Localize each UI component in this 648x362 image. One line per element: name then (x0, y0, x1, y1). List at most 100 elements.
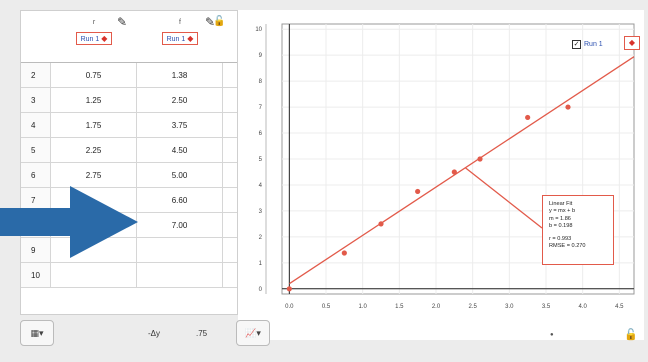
table-row[interactable]: 3 1.25 2.50 (21, 88, 237, 113)
table-row[interactable]: 5 2.25 4.50 (21, 138, 237, 163)
row-index: 9 (21, 238, 51, 262)
y-tick-label: 8 (259, 79, 263, 85)
legend-label: Run 1 (584, 41, 603, 48)
x-tick-label: 1.5 (395, 304, 404, 310)
table-row[interactable]: 4 1.75 3.75 (21, 113, 237, 138)
value-label[interactable]: .75 (196, 329, 208, 338)
x-tick-label: 4.0 (578, 304, 587, 310)
run-marker-icon: ◆ (101, 34, 108, 43)
x-tick-label: 3.0 (505, 304, 514, 310)
column-run-chip[interactable]: Run 1 ◆ (161, 32, 199, 45)
graph-options-icon: 📈 (245, 327, 257, 338)
row-index: 3 (21, 88, 51, 112)
fit-line (288, 56, 635, 285)
table-cell[interactable] (51, 238, 137, 262)
data-point (565, 104, 571, 110)
y-tick-label: 0 (259, 287, 263, 293)
table-rows: 2 0.75 1.38 3 1.25 2.50 4 1.75 3.75 5 2.25 4.50 6 2.7… (21, 63, 237, 288)
linear-fit-box[interactable]: Linear Fit y = mx + b m = 1.86 b = 0.198… (542, 195, 614, 265)
y-tick-label: 7 (259, 105, 263, 111)
table-cell[interactable]: 6.60 (137, 188, 223, 212)
x-tick-label: 0.0 (285, 304, 294, 310)
table-column-headers: r Run 1 ◆ f Run 1 ◆ ✎ ✎ (21, 11, 237, 63)
column-run-chip[interactable]: Run 1 ◆ (75, 32, 113, 45)
y-tick-label: 1 (259, 261, 263, 267)
column-header-r[interactable]: r Run 1 ◆ (51, 17, 137, 45)
data-point (525, 114, 531, 121)
table-cell[interactable]: 2.25 (51, 138, 137, 162)
run-marker-icon: ◆ (187, 34, 194, 43)
column-run-label: Run 1 (166, 36, 186, 43)
graph-panel[interactable]: 0.0 0.5 1.0 1.5 2.0 2.5 3.0 3.5 4.0 4.5 0 1 2 3 4 5 6 7 8 9… (238, 10, 644, 340)
table-cell[interactable] (51, 188, 137, 212)
table-cell[interactable]: 1.38 (137, 63, 223, 87)
legend-checkbox[interactable]: ✓ (572, 40, 581, 49)
table-cell[interactable] (51, 263, 137, 287)
data-point (415, 188, 421, 195)
x-tick-label: 0.5 (322, 304, 331, 310)
y-tick-label: 4 (259, 183, 263, 189)
scatter-chart[interactable]: 0.0 0.5 1.0 1.5 2.0 2.5 3.0 3.5 4.0 4.5 0 1 2 3 4 5 6 7 8 9… (238, 10, 644, 340)
y-tick-label: 6 (259, 131, 263, 137)
table-cell[interactable]: 0.75 (51, 63, 137, 87)
fit-rmse: RMSE = 0.270 (549, 243, 586, 250)
table-cell[interactable]: 5.00 (137, 163, 223, 187)
table-cell[interactable]: 1.75 (51, 113, 137, 137)
y-tick-label: 9 (259, 53, 263, 59)
column-symbol: r (92, 19, 96, 26)
x-tick-label: 2.0 (432, 304, 441, 310)
edit-column-pencil-icon[interactable]: ✎ (117, 15, 128, 29)
chevron-down-icon: ▾ (38, 327, 44, 338)
table-cell[interactable]: 1.25 (51, 88, 137, 112)
unlock-icon[interactable]: 🔓 (213, 16, 226, 27)
table-cell[interactable]: 4.50 (137, 138, 223, 162)
x-tick-label: 4.5 (615, 304, 624, 310)
fit-r: r = 0.993 (549, 236, 572, 243)
table-options-button[interactable]: ▦ ▾ (20, 320, 54, 346)
column-header-f[interactable]: f Run 1 ◆ (137, 17, 223, 45)
bottom-toolbar: ▦ ▾ -Δy .75 📈 ▾ ● 🔓 (0, 318, 648, 362)
table-cell[interactable]: 3.75 (137, 113, 223, 137)
data-point (286, 286, 292, 292)
y-tick-label: 10 (255, 27, 262, 33)
page-indicator-dot: ● (550, 332, 554, 338)
fit-equation: y = mx + b (549, 208, 576, 215)
unlock-icon[interactable]: 🔓 (624, 329, 638, 341)
column-symbol: f (179, 19, 181, 26)
y-tick-label: 2 (259, 235, 263, 241)
x-tick-label: 1.0 (358, 304, 367, 310)
table-cell[interactable]: 7.00 (137, 213, 223, 237)
table-cell[interactable]: 2.75 (51, 163, 137, 187)
column-run-label: Run 1 (80, 36, 100, 43)
pointer-arrow-icon (0, 186, 138, 258)
fit-title: Linear Fit (549, 201, 573, 207)
data-table: r Run 1 ◆ f Run 1 ◆ ✎ ✎ 2 0.75 1.38 3 1.25 2.… (20, 10, 238, 315)
table-row[interactable]: 9 (21, 238, 237, 263)
legend-marker-button[interactable]: ◆ (624, 36, 640, 50)
fit-callout-line (464, 167, 543, 229)
table-grid-icon: ▦ (30, 327, 39, 338)
fit-m: m = 1.86 (549, 215, 571, 222)
table-cell[interactable] (137, 263, 223, 287)
delta-y-label[interactable]: -Δy (148, 329, 161, 338)
y-tick-label: 5 (259, 157, 263, 163)
data-point (341, 250, 347, 256)
row-index: 4 (21, 113, 51, 137)
edit-column-pencil-icon[interactable]: ✎ (205, 15, 216, 29)
row-index: 2 (21, 63, 51, 87)
graph-options-button[interactable]: 📈 ▾ (236, 320, 270, 346)
row-index: 6 (21, 163, 51, 187)
x-tick-label: 2.5 (468, 304, 477, 310)
fit-b: b = 0.198 (549, 222, 573, 229)
data-point (451, 169, 457, 175)
y-tick-label: 3 (259, 209, 263, 215)
legend[interactable]: ✓ Run 1 (572, 40, 603, 49)
table-cell[interactable]: 2.50 (137, 88, 223, 112)
row-index: 5 (21, 138, 51, 162)
table-row[interactable]: 2 0.75 1.38 (21, 63, 237, 88)
chevron-down-icon: ▾ (256, 327, 261, 338)
table-cell[interactable] (137, 238, 223, 262)
table-row[interactable]: 10 (21, 263, 237, 288)
table-row[interactable]: 6 2.75 5.00 (21, 163, 237, 188)
data-point (378, 221, 384, 227)
